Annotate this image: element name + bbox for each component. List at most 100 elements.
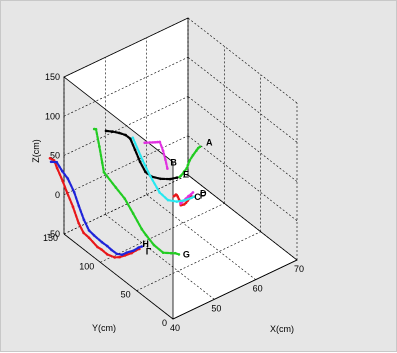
data-point — [113, 256, 116, 259]
grid-line — [187, 174, 298, 261]
data-point — [96, 245, 99, 249]
data-point — [192, 195, 196, 198]
grid-line — [105, 214, 215, 300]
data-point — [72, 190, 76, 194]
x-axis-label: X(cm) — [270, 324, 294, 334]
data-point — [152, 243, 156, 247]
data-point — [191, 153, 195, 157]
data-point — [185, 166, 189, 170]
data-point — [137, 246, 140, 249]
grid-line — [63, 174, 189, 235]
data-point — [161, 251, 165, 254]
data-point — [182, 170, 186, 173]
grid-line — [100, 203, 225, 263]
data-point — [114, 186, 118, 189]
data-point — [129, 137, 132, 140]
data-point — [169, 251, 173, 255]
data-point — [153, 141, 157, 144]
data-point — [161, 149, 165, 153]
grid-line — [187, 17, 298, 104]
curve-label-A: A — [206, 138, 213, 148]
data-point — [183, 199, 186, 202]
axes-background — [63, 17, 298, 320]
z-axis-label: Z(cm) — [31, 139, 41, 163]
curve-label-Γ: Γ — [146, 247, 152, 257]
data-point — [164, 158, 167, 162]
data-point — [117, 131, 121, 135]
data-point — [151, 141, 155, 144]
axes-box — [63, 17, 298, 320]
z-tick-label: -50 — [47, 229, 60, 239]
y-axis-label: Y(cm) — [92, 323, 116, 333]
data-point — [106, 244, 109, 248]
data-point — [77, 221, 80, 225]
grid-line — [63, 233, 174, 320]
data-point — [166, 167, 169, 170]
data-point — [133, 148, 137, 152]
x-tick-label: 40 — [170, 323, 180, 333]
data-point — [176, 195, 179, 198]
data-point — [143, 141, 146, 145]
data-point — [77, 204, 80, 207]
grid-line — [187, 96, 298, 182]
data-point — [65, 191, 69, 195]
data-point — [173, 251, 177, 255]
data-point — [190, 196, 193, 200]
grid-line — [187, 135, 298, 221]
y-tick-label: 0 — [162, 318, 167, 328]
data-point — [148, 174, 152, 177]
z-tick-label: 100 — [45, 111, 60, 121]
data-point — [187, 194, 190, 198]
data-point — [158, 191, 161, 194]
data-point — [141, 159, 144, 162]
z-tick-label: 150 — [45, 72, 60, 82]
curve-Γ — [49, 160, 143, 256]
grid-line — [63, 56, 189, 117]
data-point — [120, 253, 124, 256]
data-point — [198, 145, 202, 148]
x-tick-label: 60 — [253, 284, 263, 294]
data-curves — [48, 127, 202, 259]
curve-labels: A B C D E F G HΓ — [142, 138, 213, 260]
data-point — [131, 212, 135, 215]
curve-label-H: H — [142, 239, 149, 249]
grid-line — [63, 135, 189, 196]
data-point — [177, 253, 181, 256]
data-point — [166, 198, 170, 202]
data-point — [177, 198, 181, 201]
data-point — [110, 248, 113, 252]
data-point — [144, 170, 147, 174]
data-point — [144, 233, 148, 237]
data-point — [140, 227, 144, 231]
y-tick-label: 50 — [121, 290, 131, 300]
data-point — [123, 254, 127, 257]
data-point — [168, 177, 172, 181]
data-point — [186, 163, 190, 167]
data-point — [82, 231, 85, 235]
grid-line — [146, 194, 256, 280]
data-point — [123, 197, 127, 200]
data-point — [61, 179, 64, 183]
data-point — [158, 140, 162, 144]
data-point — [100, 161, 104, 164]
data-point — [138, 160, 142, 164]
y-tick-label: 100 — [79, 261, 94, 271]
data-point — [148, 141, 151, 144]
data-point — [191, 191, 195, 194]
data-point — [66, 177, 70, 180]
data-point — [188, 159, 191, 162]
data-point — [92, 234, 96, 237]
x-tick-label: 50 — [211, 303, 221, 313]
data-point — [98, 145, 101, 148]
data-point — [179, 174, 183, 177]
z-tick-label: 0 — [55, 190, 60, 200]
data-point — [132, 249, 135, 252]
data-point — [61, 169, 64, 173]
data-point — [181, 172, 184, 176]
data-point — [118, 255, 121, 259]
data-point — [182, 203, 186, 206]
data-point — [156, 140, 159, 144]
data-point — [179, 202, 182, 205]
